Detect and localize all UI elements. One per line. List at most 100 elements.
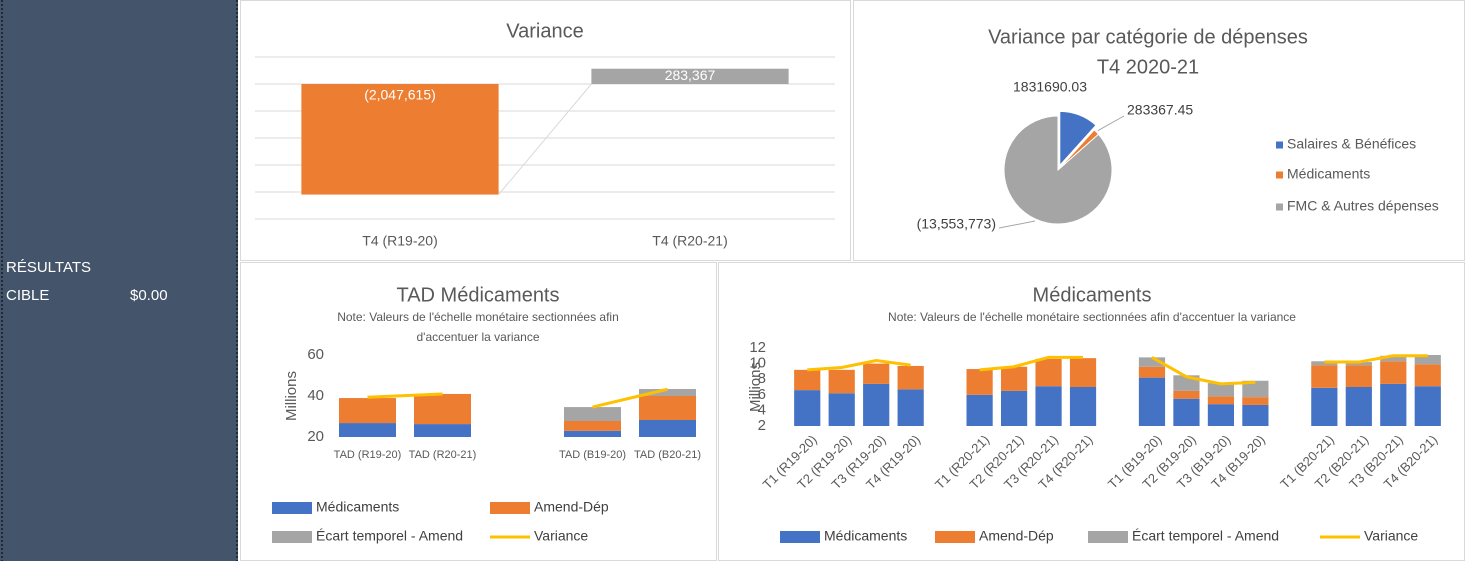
leader-line [998, 220, 1036, 229]
bar-segment [1138, 357, 1166, 367]
bar-segment [1138, 377, 1166, 426]
bar-segment [414, 393, 471, 425]
chart-title: TAD Médicaments [396, 284, 559, 306]
bar [301, 84, 499, 195]
chart-note: Note: Valeurs de l'échelle monétaire sec… [337, 310, 619, 324]
bar-segment [1380, 355, 1407, 362]
y-tick-label: 60 [307, 346, 324, 363]
bar-segment [1345, 365, 1372, 387]
bar-segment [1069, 387, 1097, 426]
legend-swatch [272, 531, 312, 543]
bar-segment [564, 407, 621, 422]
data-label: 1831690.03 [1013, 79, 1087, 95]
bar-segment [1311, 365, 1338, 388]
data-label: (13,553,773) [917, 216, 996, 232]
chart-title: Variance [506, 20, 583, 42]
data-label: (2,047,615) [364, 87, 436, 103]
line-series [367, 387, 668, 409]
legend-label: Amend-Dép [979, 528, 1054, 544]
line-series [807, 354, 1428, 386]
bar-segment [863, 363, 890, 384]
bar-segment [1414, 386, 1441, 426]
bar-segment [1207, 396, 1235, 405]
sidebar-value: $0.00 [130, 287, 168, 304]
chart-title: T4 2020-21 [1097, 56, 1199, 78]
bar-segment [339, 398, 396, 424]
x-tick-label: TAD (B20-21) [634, 449, 701, 461]
bar-segment [339, 423, 396, 437]
bar-segment [1311, 361, 1338, 366]
legend-label: Écart temporel - Amend [1132, 528, 1279, 544]
legend-label: Médicaments [1287, 166, 1370, 182]
y-axis-title: Millions [747, 362, 764, 412]
bar-segment [1311, 387, 1338, 426]
connector [498, 83, 592, 195]
y-tick-label: 6 [758, 386, 766, 403]
legend-label: Écart temporel - Amend [316, 528, 463, 544]
bar-segment [863, 383, 890, 426]
legend-swatch [490, 502, 530, 514]
bar-segment [1380, 383, 1407, 426]
legend-swatch [780, 531, 820, 543]
chart-note: Note: Valeurs de l'échelle monétaire sec… [888, 310, 1296, 324]
chart-title: Variance par catégorie de dépenses [988, 26, 1308, 48]
legend-swatch [272, 502, 312, 514]
y-axis-title: Millions [283, 371, 300, 421]
bar-segment [1242, 380, 1269, 398]
pie-slice [1003, 115, 1113, 225]
pie-slice [1059, 110, 1097, 167]
bar-segment [1207, 383, 1235, 397]
bar-segment [794, 369, 821, 391]
x-tick-label: TAD (B19-20) [559, 449, 626, 461]
legend-label: Variance [1364, 528, 1418, 544]
legend-label: Variance [534, 528, 588, 544]
x-tick-label: TAD (R19-20) [334, 449, 402, 461]
bar-segment [1207, 404, 1235, 426]
bar-segment [966, 369, 993, 395]
bar-segment [828, 369, 855, 394]
y-tick-label: 4 [758, 401, 766, 418]
legend-label: Amend-Dép [534, 499, 609, 515]
bar-segment [1000, 390, 1028, 426]
legend-swatch [935, 531, 975, 543]
data-label: 283367.45 [1127, 102, 1193, 118]
x-tick-label: TAD (R20-21) [409, 449, 477, 461]
bar-segment [897, 389, 924, 426]
bar-segment [897, 365, 924, 390]
chart-note: d'accentuer la variance [416, 330, 539, 344]
legend-label: Salaires & Bénéfices [1287, 136, 1416, 152]
y-tick-label: 10 [749, 355, 766, 372]
bar-segment [1414, 364, 1441, 387]
bar-segment [1242, 397, 1269, 405]
legend-label: Médicaments [824, 528, 907, 544]
bar-segment [1035, 358, 1062, 387]
bar-segment [1173, 398, 1200, 426]
bar-segment [1242, 404, 1269, 426]
y-tick-label: 8 [758, 370, 766, 387]
bar-segment [564, 421, 621, 431]
legend-swatch [1276, 171, 1283, 179]
sidebar-heading: RÉSULTATS [6, 259, 91, 276]
bar-segment [1173, 390, 1200, 399]
sidebar-label: CIBLE [6, 287, 49, 304]
data-label: 283,367 [665, 67, 716, 83]
y-tick-label: 40 [307, 387, 324, 404]
leader-line [1097, 115, 1125, 132]
x-tick-label: T4 (R20-21) [652, 233, 727, 249]
y-tick-label: 20 [307, 428, 324, 445]
legend-label: FMC & Autres dépenses [1287, 198, 1439, 214]
bar-segment [1345, 362, 1372, 366]
bar-segment [639, 389, 696, 396]
bar [591, 68, 789, 84]
bar-segment [639, 419, 696, 437]
bar-segment [1138, 366, 1166, 378]
bar-segment [1345, 387, 1372, 426]
bar-segment [1414, 355, 1441, 365]
y-tick-label: 12 [749, 339, 766, 356]
legend-swatch [1088, 531, 1128, 543]
bar-segment [639, 396, 696, 420]
legend-swatch [1276, 203, 1283, 211]
bar-segment [1000, 366, 1028, 391]
sidebar [0, 0, 238, 561]
bar-segment [1380, 361, 1407, 384]
